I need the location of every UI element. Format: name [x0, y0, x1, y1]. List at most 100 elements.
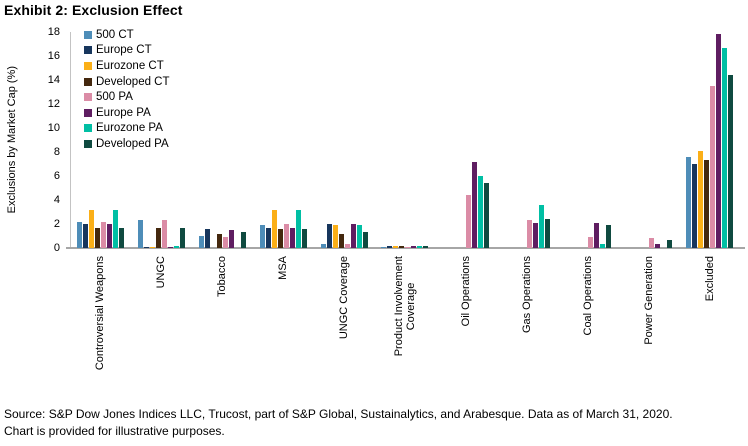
bar: [295, 210, 301, 248]
bar-group: [192, 32, 253, 248]
y-tick-label-12: 12: [47, 97, 60, 110]
bar: [76, 222, 82, 248]
bar: [240, 232, 246, 248]
legend-swatch-icon: [84, 124, 92, 133]
y-tick-label-16: 16: [47, 49, 60, 62]
x-axis-label-text: Coal Operations: [581, 256, 594, 336]
bar: [417, 246, 423, 248]
bar: [259, 225, 265, 248]
bar: [338, 234, 344, 248]
bar-group: [618, 32, 679, 248]
bar: [405, 247, 411, 248]
bar-group: [131, 32, 192, 248]
x-axis-label-text: Controversial Weapons: [94, 256, 107, 371]
legend-label: Europe CT: [96, 44, 152, 57]
bar: [155, 228, 161, 248]
x-axis-label: Coal Operations: [557, 256, 618, 406]
bar-group: [679, 32, 740, 248]
source-note-line1: Source: S&P Dow Jones Indices LLC, Truco…: [4, 407, 673, 421]
bar: [710, 86, 716, 248]
bar: [527, 220, 533, 248]
x-axis-label: Excluded: [679, 256, 740, 406]
bar: [106, 224, 112, 248]
bar: [411, 246, 417, 248]
y-tick-label-0: 0: [53, 241, 60, 254]
bar: [198, 236, 204, 248]
bar-groups: [70, 32, 740, 248]
chart-legend: 500 CT Europe CT Eurozone CT Developed CT 50…: [84, 27, 170, 152]
bar: [588, 237, 594, 248]
x-axis-label-text: UNGC Coverage: [338, 256, 351, 340]
x-axis-label: UNGC Coverage: [314, 256, 375, 406]
bar: [82, 224, 88, 248]
bar: [716, 34, 722, 248]
y-tick-label-10: 10: [47, 121, 60, 134]
x-axis-label: Product Involvement Coverage: [375, 256, 436, 406]
bar-group: [314, 32, 375, 248]
bar: [271, 210, 277, 248]
bar: [277, 229, 283, 248]
x-axis-label: MSA: [253, 256, 314, 406]
legend-label: Eurozone CT: [96, 59, 164, 72]
bar: [216, 234, 222, 248]
legend-item: Eurozone CT: [84, 58, 170, 74]
y-tick-label-8: 8: [53, 145, 60, 158]
bar: [533, 223, 539, 248]
bar: [393, 246, 399, 248]
bar: [423, 246, 429, 248]
bar: [728, 75, 734, 248]
bar: [722, 48, 728, 248]
legend-swatch-icon: [84, 46, 92, 55]
chart-title: Exhibit 2: Exclusion Effect: [4, 2, 183, 18]
bar: [698, 151, 704, 248]
x-axis-label: Tobacco: [192, 256, 253, 406]
bar: [344, 244, 350, 248]
bar: [332, 225, 338, 248]
y-tick-label-14: 14: [47, 73, 60, 86]
legend-label: Europe PA: [96, 106, 151, 119]
x-axis-label: Gas Operations: [496, 256, 557, 406]
bar: [94, 228, 100, 248]
bar: [265, 228, 271, 248]
bar: [204, 229, 210, 248]
x-axis-label: Oil Operations: [435, 256, 496, 406]
legend-label: Eurozone PA: [96, 122, 163, 135]
x-axis-label-text: Product Involvement Coverage: [392, 256, 417, 357]
bar: [350, 224, 356, 248]
bar: [466, 195, 472, 248]
y-tick-label-4: 4: [53, 193, 60, 206]
legend-item: Europe PA: [84, 105, 170, 121]
bar: [289, 228, 295, 248]
x-axis-label-text: Tobacco: [216, 256, 229, 297]
bar: [326, 224, 332, 248]
legend-item: Eurozone PA: [84, 121, 170, 137]
x-axis-label-text: Gas Operations: [520, 256, 533, 334]
bar: [301, 229, 307, 248]
x-axis-label-text: Oil Operations: [459, 256, 472, 327]
bar-group: [253, 32, 314, 248]
bar: [222, 237, 228, 248]
legend-item: 500 CT: [84, 27, 170, 43]
legend-swatch-icon: [84, 93, 92, 102]
x-axis-labels: Controversial Weapons UNGC Tobacco MSA UNGC …: [70, 256, 740, 406]
source-note: Source: S&P Dow Jones Indices LLC, Truco…: [4, 406, 673, 440]
x-axis-label-text: Power Generation: [642, 256, 655, 345]
bar: [118, 228, 124, 248]
bar: [381, 247, 387, 248]
bar: [594, 223, 600, 248]
legend-item: 500 PA: [84, 89, 170, 105]
bar: [545, 219, 551, 248]
bar-group: [375, 32, 436, 248]
bar: [478, 176, 484, 248]
bar: [143, 247, 149, 248]
legend-label: 500 CT: [96, 28, 134, 41]
bar: [228, 230, 234, 248]
legend-label: 500 PA: [96, 91, 133, 104]
legend-label: Developed CT: [96, 75, 170, 88]
bar: [100, 222, 106, 248]
bar: [606, 225, 612, 248]
x-axis-line: [66, 247, 745, 249]
x-axis-label-text: UNGC: [155, 256, 168, 289]
plot-area: [70, 32, 741, 248]
bar: [539, 205, 545, 248]
